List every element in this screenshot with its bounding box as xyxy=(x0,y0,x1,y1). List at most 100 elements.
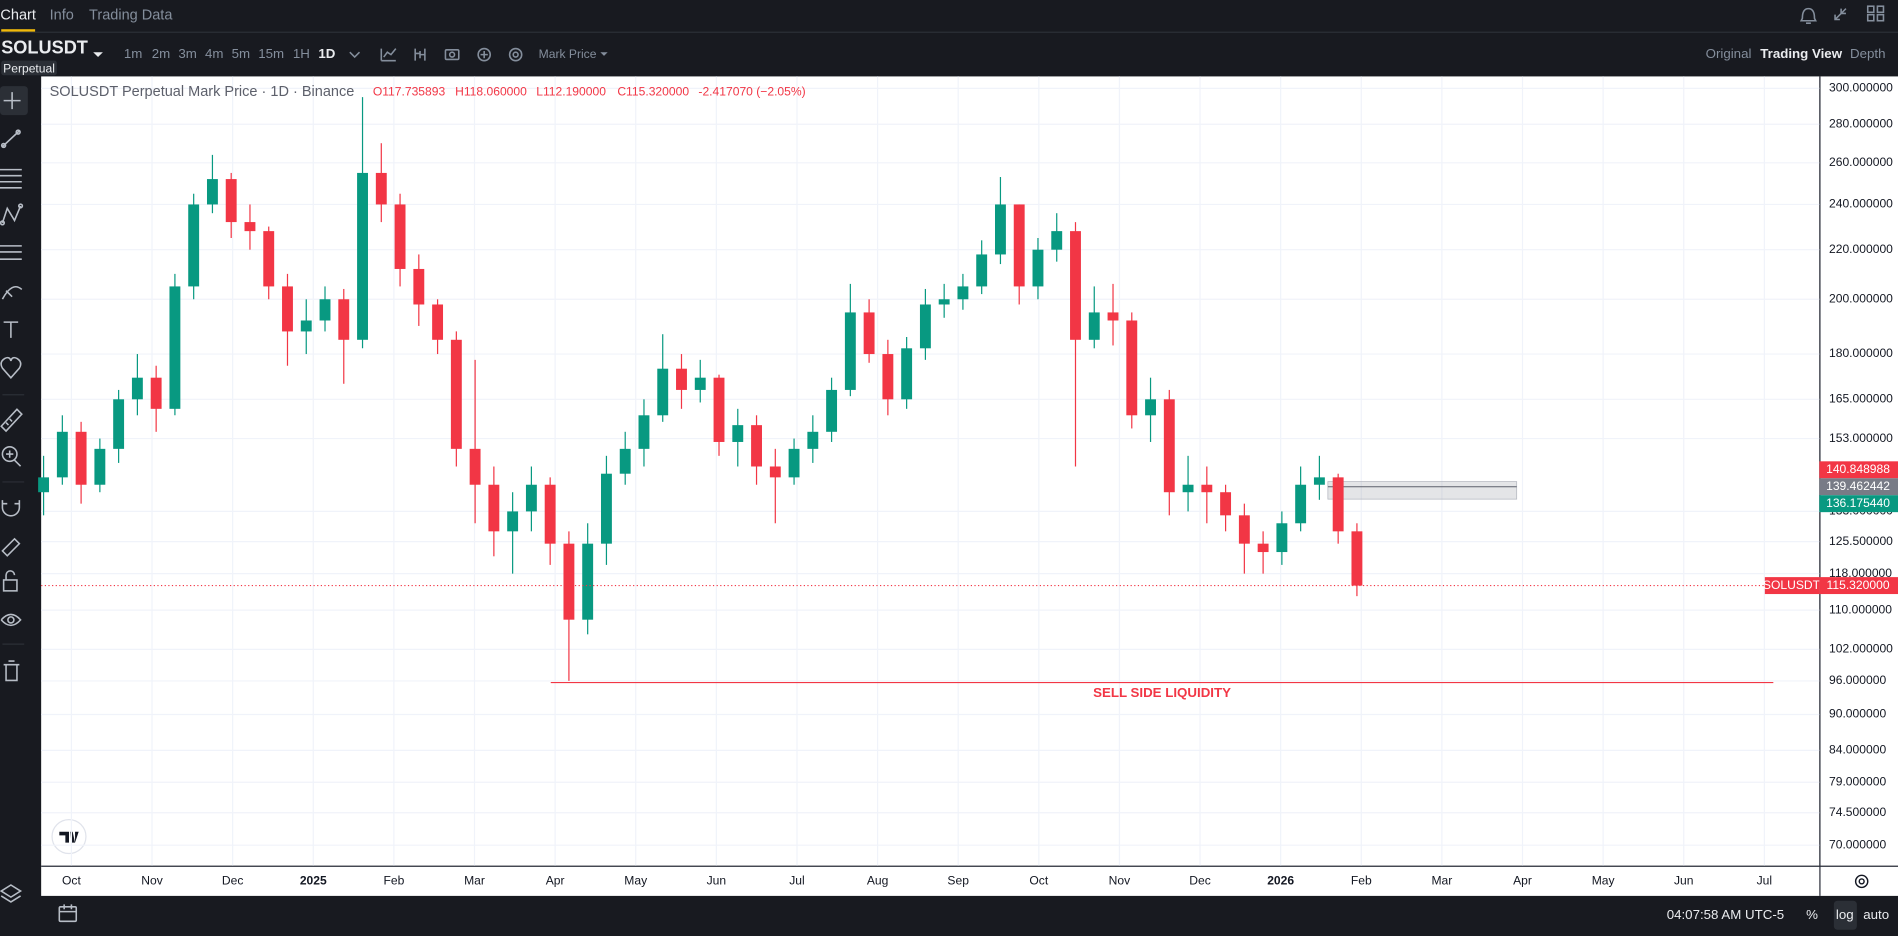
x-tick-label: 2026 xyxy=(1267,874,1294,888)
y-tick-label: 165.000000 xyxy=(1829,391,1893,405)
view[interactable]: Trading View xyxy=(1760,46,1842,61)
tool-icons[interactable] xyxy=(0,92,78,923)
candle-body xyxy=(732,425,744,442)
candle-body xyxy=(938,299,950,305)
candle-body xyxy=(1163,399,1175,493)
candle-body xyxy=(582,543,594,620)
log-active xyxy=(1833,900,1857,930)
ohlc-legend: -2.417070 (−2.05%) xyxy=(698,84,805,98)
status-option[interactable]: log xyxy=(1836,907,1854,922)
candle-body xyxy=(169,286,181,409)
candle-body xyxy=(1013,204,1025,287)
candle-body xyxy=(807,431,819,449)
candle-body xyxy=(94,448,106,485)
candle-body xyxy=(863,312,875,355)
view[interactable]: Depth xyxy=(1850,46,1885,61)
symbol-caret xyxy=(93,52,103,58)
range-box xyxy=(1327,481,1518,500)
candle-body xyxy=(769,466,781,478)
x-tick-label: Mar xyxy=(1431,874,1452,888)
y-tick-label: 102.000000 xyxy=(1829,642,1893,656)
interval[interactable]: 5m xyxy=(232,46,250,61)
interval[interactable]: 2m xyxy=(152,46,170,61)
interval[interactable]: 1m xyxy=(124,46,142,61)
status-option[interactable]: auto xyxy=(1863,907,1889,922)
y-tick-label: 125.500000 xyxy=(1829,534,1893,548)
x-tick-label: Aug xyxy=(867,874,889,888)
x-tick-label: Feb xyxy=(383,874,404,888)
y-tick-label: 280.000000 xyxy=(1829,116,1893,130)
candle-body xyxy=(357,172,368,340)
candle-body xyxy=(751,425,762,467)
y-tick-label: 84.000000 xyxy=(1829,743,1886,757)
x-tick-label: Sep xyxy=(947,874,969,888)
candle-body xyxy=(844,312,856,390)
candle-body xyxy=(413,268,425,305)
interval[interactable]: 1H xyxy=(293,46,310,61)
candle-body xyxy=(1126,320,1138,416)
time-axis xyxy=(41,865,1898,896)
interval[interactable]: 3m xyxy=(178,46,196,61)
candle-body xyxy=(976,254,988,287)
y-tick-label: 200.000000 xyxy=(1829,291,1893,305)
chart-title: SOLUSDT Perpetual Mark Price · 1D · Bina… xyxy=(50,84,355,100)
candle-body xyxy=(957,286,969,300)
settings-icon[interactable] xyxy=(1854,874,1869,889)
status-option[interactable]: % xyxy=(1806,907,1818,922)
interval[interactable]: 15m xyxy=(258,46,284,61)
candle-body xyxy=(1276,523,1288,553)
candle-body xyxy=(488,484,500,532)
candle-body xyxy=(450,339,462,449)
candle-body xyxy=(1257,543,1269,553)
x-tick-label: 2025 xyxy=(300,874,327,888)
top-icons[interactable] xyxy=(1799,5,1885,24)
view[interactable]: Original xyxy=(1706,46,1752,61)
interval[interactable]: 1D xyxy=(318,46,335,61)
symbol[interactable]: SOLUSDT xyxy=(1,37,88,57)
tab[interactable]: Trading Data xyxy=(89,8,173,24)
candle-body xyxy=(1107,312,1119,321)
range-label-box xyxy=(1819,461,1898,479)
candle-body xyxy=(882,354,894,400)
tab[interactable]: Info xyxy=(50,8,74,24)
candle-body xyxy=(244,222,256,232)
x-tick-label: Jun xyxy=(707,874,726,888)
range-label-box xyxy=(1819,478,1898,496)
candle-body xyxy=(225,179,237,223)
x-tick-label: Apr xyxy=(1513,874,1532,888)
candle-body xyxy=(788,448,800,478)
price-type-caret xyxy=(600,52,608,56)
ohlc-legend: H118.060000 xyxy=(455,84,527,98)
candle-body xyxy=(619,448,631,474)
interval[interactable]: 4m xyxy=(205,46,223,61)
candle-body xyxy=(150,377,162,409)
candle-body xyxy=(713,377,725,442)
y-tick-label: 118.000000 xyxy=(1829,566,1892,580)
tab[interactable]: Chart xyxy=(0,8,36,24)
toolbar-icons[interactable] xyxy=(349,47,523,62)
y-tick-label: 70.000000 xyxy=(1829,837,1886,851)
logo[interactable] xyxy=(51,819,87,855)
price-type[interactable]: Mark Price xyxy=(539,47,597,61)
x-tick-label: Jun xyxy=(1674,874,1694,888)
candle-body xyxy=(826,389,838,432)
candle-body xyxy=(319,299,331,321)
y-tick-label: 79.000000 xyxy=(1829,774,1886,788)
candle-body xyxy=(1145,399,1156,416)
y-tick-label: 240.000000 xyxy=(1829,197,1893,211)
x-tick-label: Feb xyxy=(1351,874,1372,888)
y-tick-label: 180.000000 xyxy=(1829,346,1893,360)
candle-body xyxy=(901,348,913,400)
last-price-box xyxy=(1819,577,1898,595)
contract: Perpetual xyxy=(3,61,55,75)
x-tick-label: Mar xyxy=(464,874,485,888)
range-label-box xyxy=(1819,495,1898,513)
candle-body xyxy=(432,304,444,340)
candle-body xyxy=(1332,477,1344,532)
range-label: 140.848988 xyxy=(1826,462,1890,476)
x-tick-label: Nov xyxy=(1109,874,1131,888)
candle-body xyxy=(38,477,50,493)
candle-body xyxy=(131,377,143,400)
candle-body xyxy=(1032,249,1044,287)
candle-body xyxy=(525,484,537,512)
